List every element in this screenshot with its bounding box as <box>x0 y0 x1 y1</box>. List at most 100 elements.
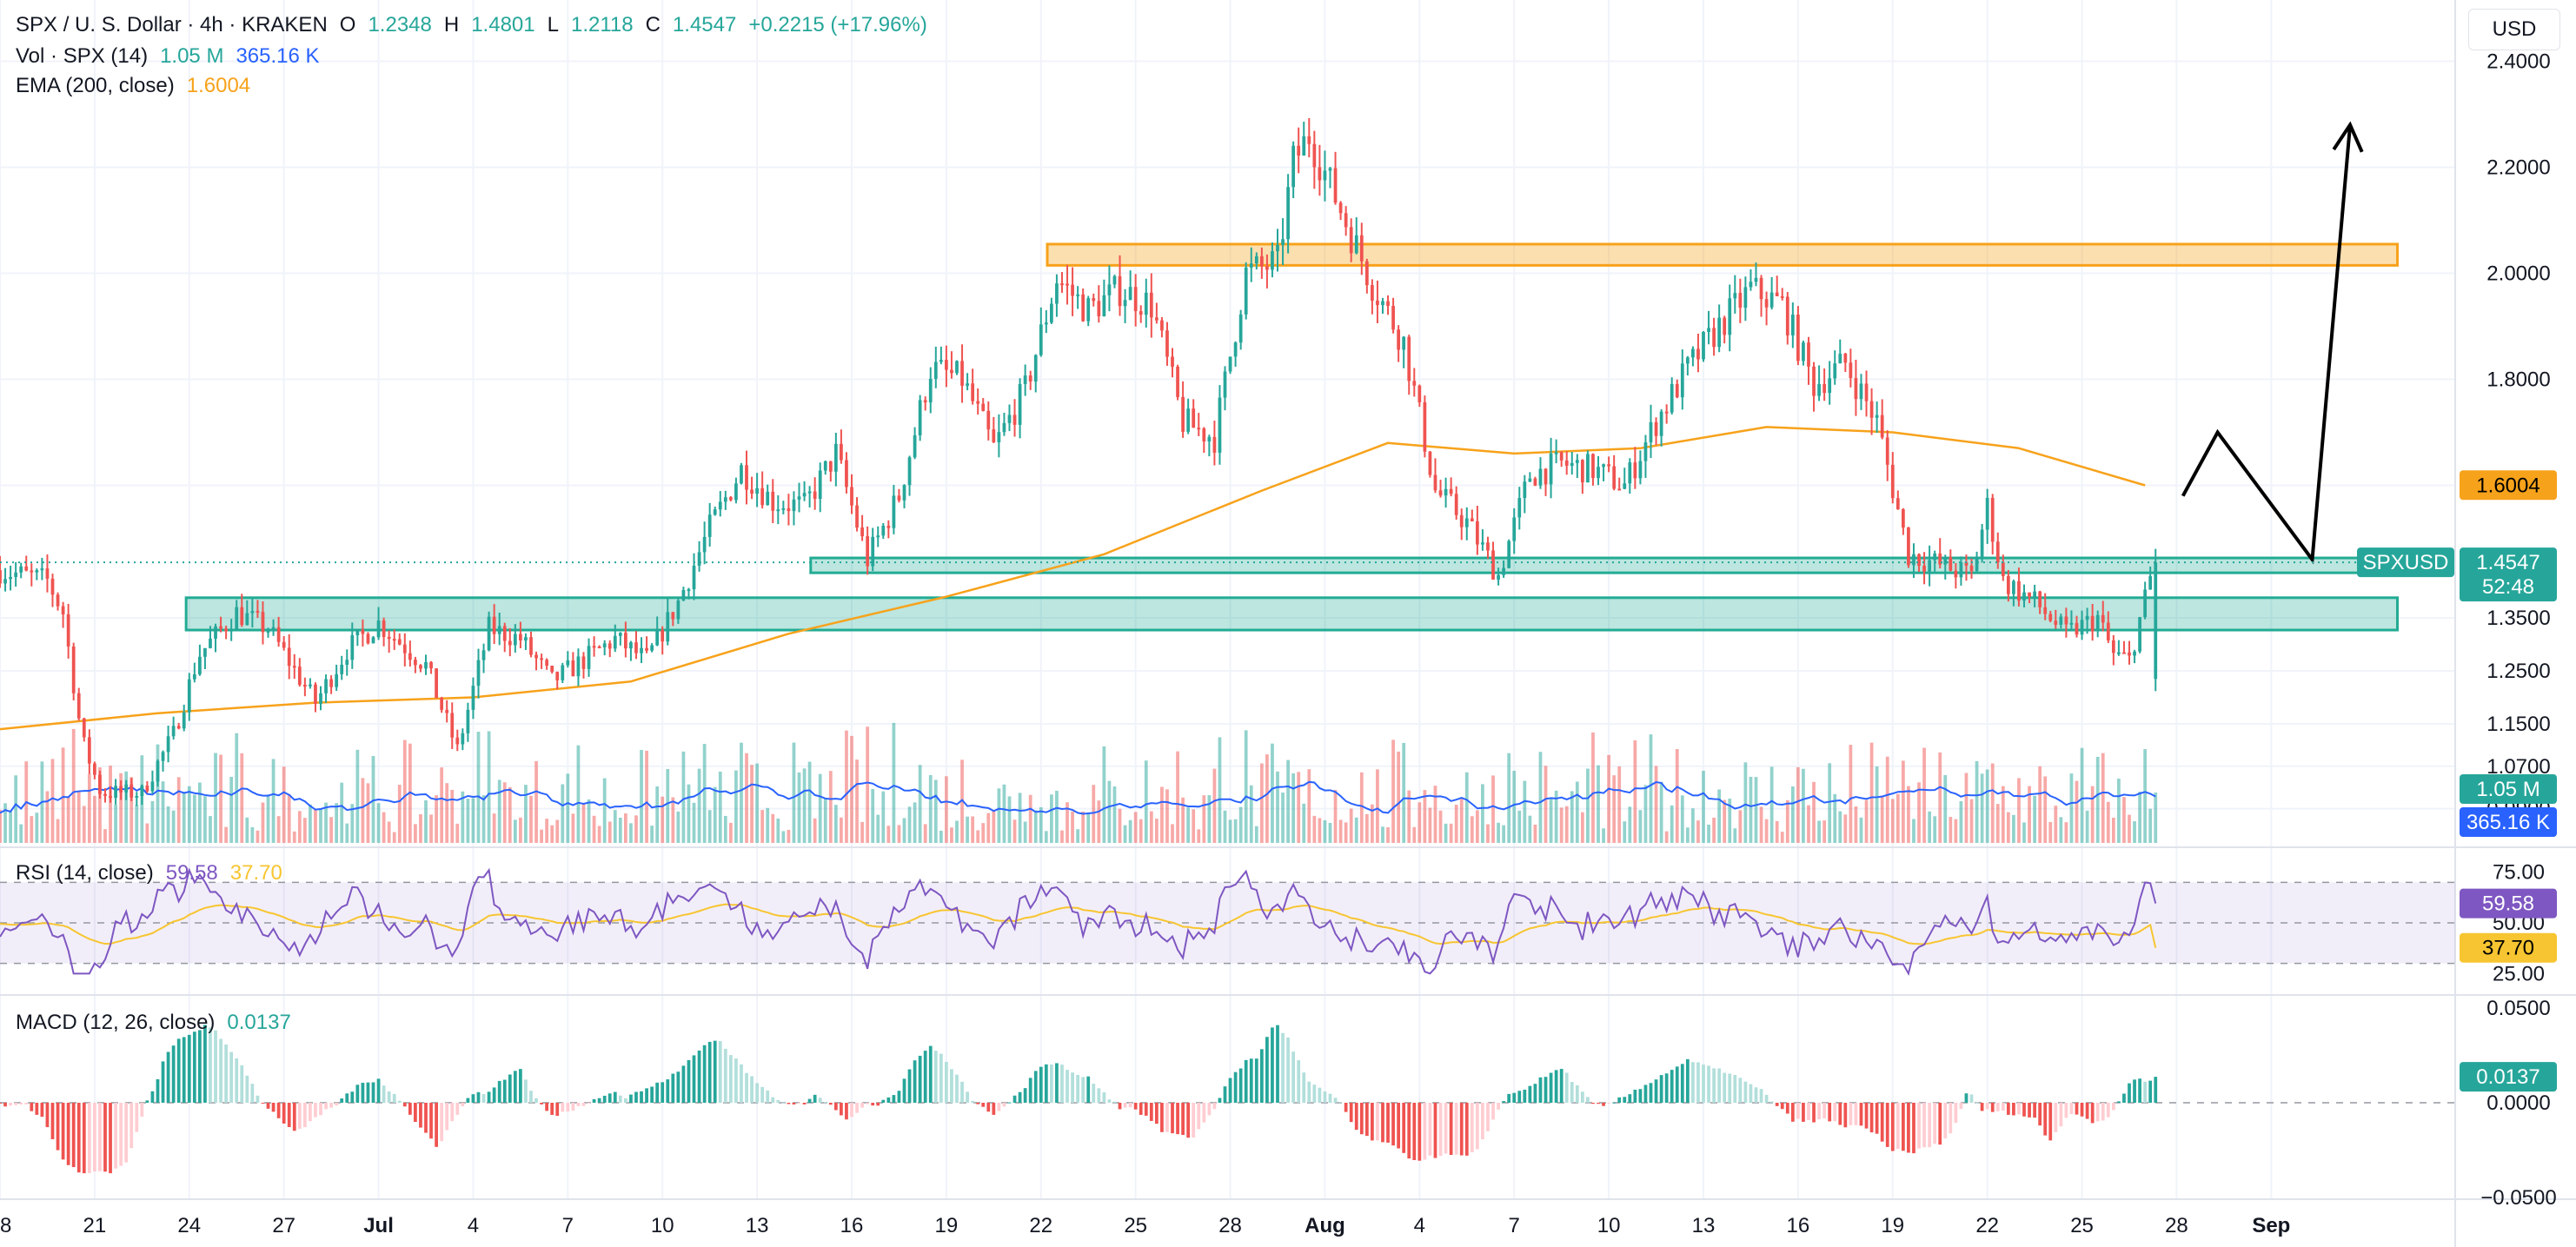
volume-bar <box>555 819 560 843</box>
candle-body <box>1544 468 1548 485</box>
candle-body <box>671 612 675 620</box>
macd-bar <box>171 1045 176 1103</box>
candle-body <box>245 613 249 626</box>
macd-bar <box>198 1030 202 1103</box>
candle-body <box>624 633 627 649</box>
candle-body <box>907 457 912 486</box>
macd-bar <box>1975 1102 1979 1104</box>
volume-bar <box>182 793 186 843</box>
macd-bar <box>1033 1071 1038 1103</box>
candle-body <box>1238 314 1243 343</box>
macd-bar <box>1160 1103 1164 1132</box>
candle-body <box>1890 464 1895 499</box>
volume-bar <box>414 824 417 843</box>
macd-bar <box>866 1103 870 1104</box>
candle-body <box>1071 284 1074 296</box>
candle-body <box>261 612 265 633</box>
macd-bar <box>424 1103 428 1133</box>
volume-bar <box>966 816 969 843</box>
volume-bar <box>2148 808 2153 843</box>
volume-bar <box>1123 825 1127 843</box>
volume-bar <box>187 786 191 843</box>
volume-bar <box>340 782 344 843</box>
volume-bar <box>1854 806 1858 843</box>
macd-bar <box>740 1064 743 1103</box>
candle-body <box>592 646 596 648</box>
macd-bar <box>1602 1103 1605 1106</box>
macd-bar <box>129 1103 134 1149</box>
candle-body <box>766 491 770 506</box>
candle-body <box>1602 464 1605 468</box>
candle-body <box>1338 202 1343 214</box>
macd-bar <box>450 1103 455 1122</box>
candle-body <box>1802 342 1805 361</box>
macd-bar <box>1785 1103 1789 1114</box>
candle-body <box>171 726 176 737</box>
volume-bar <box>1654 766 1658 843</box>
volume-bar <box>192 794 196 843</box>
volume-bar <box>1544 766 1548 843</box>
macd-bar <box>455 1103 460 1115</box>
macd-bar <box>2117 1101 2121 1103</box>
candle-body <box>687 589 691 592</box>
volume-bar <box>1849 745 1853 843</box>
volume-bar <box>309 804 312 843</box>
volume-bar <box>923 824 927 843</box>
macd-label[interactable]: MACD (12, 26, close) <box>16 1011 216 1034</box>
time-axis[interactable]: 18 21 24 27 Jul 4 7 10 13 16 19 22 25 28 Aug 4 7 10 13 16 19… <box>0 1214 2290 1237</box>
candle-body <box>1271 251 1274 270</box>
candle-body <box>1012 415 1017 425</box>
candle-body <box>455 737 460 745</box>
candle-body <box>1580 460 1584 483</box>
volume-bar <box>2043 776 2048 843</box>
currency-button[interactable]: USD <box>2468 9 2560 50</box>
volume-bar <box>171 810 176 843</box>
volume-bar <box>607 821 612 843</box>
candle-body <box>2117 652 2121 654</box>
volume-bar <box>1507 753 1511 843</box>
candle-body <box>1712 328 1716 348</box>
macd-bar <box>661 1082 665 1103</box>
macd-bar <box>519 1069 522 1103</box>
candle-body <box>607 643 612 649</box>
candle-body <box>1128 287 1132 301</box>
macd-bar <box>797 1103 801 1104</box>
price-axis[interactable]: 2.4000 2.2000 2.0000 1.8000 1.3500 1.2500 1.15… <box>2480 50 2556 1211</box>
macd-bar <box>1980 1103 1984 1111</box>
ema-price-tag-bg <box>2460 470 2557 501</box>
macd-bar <box>1612 1102 1617 1104</box>
rsi-label[interactable]: RSI (14, close) <box>16 861 154 885</box>
projection-arrow[interactable] <box>2181 121 2364 565</box>
candle-body <box>1790 315 1795 335</box>
macd-bar <box>1128 1103 1132 1108</box>
candle-body <box>156 760 160 782</box>
macd-bar <box>1066 1070 1069 1103</box>
candle-body <box>876 535 880 538</box>
ema-label[interactable]: EMA (200, close) <box>16 74 175 97</box>
macd-bar <box>1176 1103 1179 1135</box>
volume-bar <box>245 817 249 843</box>
candle-body <box>561 665 565 680</box>
candle-body <box>892 495 896 528</box>
volume-bar <box>571 813 575 843</box>
candle-body <box>1254 255 1258 264</box>
macd-bar <box>513 1071 517 1103</box>
volume-bar <box>618 818 622 843</box>
candle-body <box>655 629 660 646</box>
volume-bar <box>760 810 765 843</box>
candle-body <box>1459 514 1464 527</box>
candle-body <box>1738 293 1743 308</box>
time-tick-label: 28 <box>1218 1214 1242 1237</box>
candle-body <box>445 709 449 713</box>
volume-bar <box>1018 793 1022 843</box>
macd-bar <box>576 1103 581 1106</box>
symbol-title[interactable]: SPX / U. S. Dollar · 4h · KRAKEN <box>16 13 328 36</box>
volume-label[interactable]: Vol · SPX (14) <box>16 44 149 68</box>
candle-body <box>2101 614 2105 623</box>
volume-bar <box>361 778 365 843</box>
macd-bar <box>76 1103 81 1173</box>
volume-bar <box>971 816 975 843</box>
macd-bar <box>1481 1103 1484 1140</box>
zones[interactable] <box>184 242 2400 632</box>
